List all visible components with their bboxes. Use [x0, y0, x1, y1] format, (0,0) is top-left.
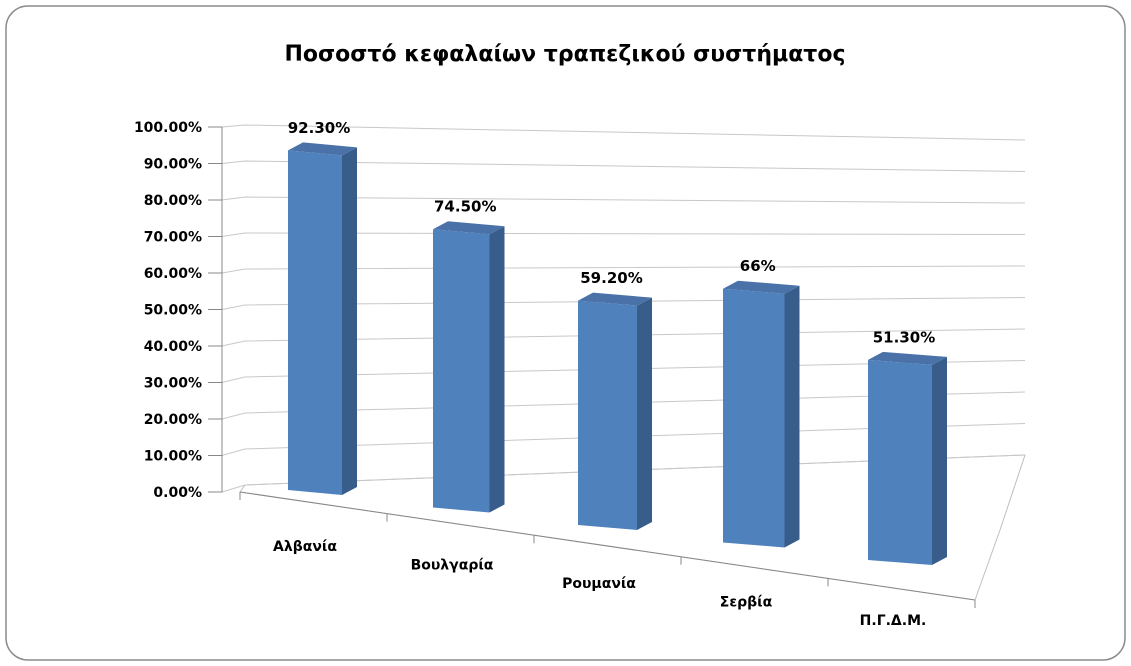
bar-side: [784, 285, 800, 548]
x-tick-label: Σερβία: [720, 595, 773, 611]
bar-top: [288, 142, 357, 156]
value-label: 92.30%: [288, 119, 350, 137]
bar-top: [723, 280, 800, 294]
y-tick-label: 50.00%: [144, 303, 202, 319]
grid-line: [221, 232, 1026, 237]
y-tick-label: 70.00%: [144, 230, 202, 246]
y-tick-label: 80.00%: [144, 193, 202, 209]
chart-frame: [5, 5, 1126, 661]
x-tick-label: Αλβανία: [273, 539, 337, 555]
bar-front: [868, 359, 932, 565]
x-tick-label: Π.Γ.Δ.Μ.: [860, 613, 927, 629]
bar-side: [932, 356, 947, 565]
bar-top: [868, 351, 947, 365]
y-tick-label: 0.00%: [153, 485, 202, 501]
value-label: 59.20%: [580, 269, 642, 287]
bar-side: [637, 297, 652, 530]
bar: [723, 280, 800, 548]
bar: [433, 221, 505, 513]
x-axis: [239, 491, 976, 601]
y-tick-label: 100.00%: [134, 120, 202, 136]
grid-line: [221, 196, 1026, 204]
grid-line: [221, 124, 1026, 141]
y-tick-label: 90.00%: [144, 157, 202, 173]
bar: [288, 142, 357, 495]
y-tick-label: 20.00%: [144, 412, 202, 428]
y-tick-label: 10.00%: [144, 449, 202, 465]
y-tick-label: 30.00%: [144, 376, 202, 392]
grid-line: [221, 160, 1026, 172]
bar-front: [288, 150, 342, 495]
y-tick-label: 40.00%: [144, 339, 202, 355]
bar-side: [489, 226, 505, 513]
y-tick-label: 60.00%: [144, 266, 202, 282]
value-label: 66%: [740, 257, 776, 275]
x-tick-label: Ρουμανία: [562, 576, 636, 592]
bar: [578, 292, 652, 530]
grid-line: [221, 265, 1026, 274]
value-label: 51.30%: [873, 328, 935, 346]
x-tick-label: Βουλγαρία: [411, 558, 494, 574]
bar-side: [342, 147, 357, 495]
bar-top: [433, 221, 505, 235]
value-label: 74.50%: [434, 198, 496, 216]
bar-front: [723, 288, 785, 548]
bar: [868, 351, 947, 565]
bar-front: [433, 229, 490, 513]
chart-title: Ποσοστό κεφαλαίων τραπεζικού συστήματος: [285, 42, 846, 67]
bar-front: [578, 300, 637, 530]
bar-top: [578, 292, 652, 306]
